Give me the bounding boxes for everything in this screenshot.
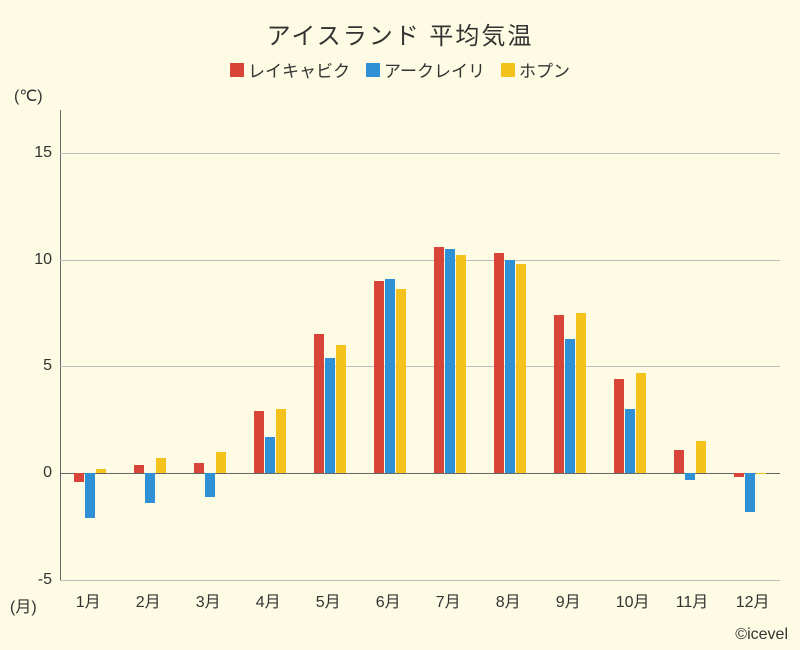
bar — [445, 249, 455, 473]
bar — [145, 473, 155, 503]
bar — [325, 358, 335, 473]
bar — [734, 473, 744, 477]
bar — [194, 463, 204, 474]
y-axis-unit: (℃) — [14, 86, 43, 106]
bar — [685, 473, 695, 479]
bar — [756, 473, 766, 474]
legend-swatch — [366, 63, 380, 77]
bar — [456, 255, 466, 473]
x-tick-label: 12月 — [736, 588, 770, 612]
bar — [505, 260, 515, 474]
bar — [614, 379, 624, 473]
y-tick-label: 10 — [34, 251, 52, 269]
bar — [314, 334, 324, 473]
legend: レイキャビク アークレイリ ホプン — [0, 57, 800, 82]
y-tick-label: 15 — [34, 144, 52, 162]
x-axis-unit: (月) — [10, 593, 37, 617]
bar — [254, 411, 264, 473]
x-tick-label: 9月 — [556, 588, 581, 612]
bar — [494, 253, 504, 473]
chart-title: アイスランド 平均気温 — [0, 0, 800, 51]
bar — [156, 458, 166, 473]
grid-line — [60, 580, 780, 581]
bar — [216, 452, 226, 473]
y-tick-label: -5 — [38, 571, 52, 589]
x-tick-label: 1月 — [76, 588, 101, 612]
x-tick-label: 8月 — [496, 588, 521, 612]
bar — [576, 313, 586, 473]
legend-item: アークレイリ — [366, 57, 485, 82]
bar — [434, 247, 444, 473]
bar — [396, 289, 406, 473]
bar — [516, 264, 526, 473]
legend-item: レイキャビク — [230, 57, 350, 82]
bar — [134, 465, 144, 474]
legend-label: ホプン — [519, 57, 570, 82]
legend-label: アークレイリ — [384, 57, 485, 82]
bar — [336, 345, 346, 473]
credit: ©icevel — [735, 626, 788, 644]
bar — [745, 473, 755, 511]
x-tick-label: 10月 — [616, 588, 650, 612]
bar — [625, 409, 635, 473]
grid-line — [60, 366, 780, 367]
grid-line — [60, 260, 780, 261]
x-tick-label: 6月 — [376, 588, 401, 612]
y-axis — [60, 110, 61, 580]
bar — [74, 473, 84, 482]
bar — [374, 281, 384, 473]
bar — [674, 450, 684, 474]
legend-label: レイキャビク — [248, 57, 350, 82]
y-tick-label: 5 — [43, 357, 52, 375]
bar — [696, 441, 706, 473]
bar — [265, 437, 275, 473]
bar — [636, 373, 646, 473]
bar — [85, 473, 95, 518]
bar — [565, 339, 575, 474]
legend-swatch — [501, 63, 515, 77]
legend-item: ホプン — [501, 57, 570, 82]
bar — [554, 315, 564, 473]
x-tick-label: 7月 — [436, 588, 461, 612]
bar — [96, 469, 106, 473]
x-tick-label: 4月 — [256, 588, 281, 612]
x-tick-label: 3月 — [196, 588, 221, 612]
bar — [385, 279, 395, 473]
bar — [276, 409, 286, 473]
x-tick-label: 2月 — [136, 588, 161, 612]
grid-line — [60, 153, 780, 154]
x-tick-label: 5月 — [316, 588, 341, 612]
y-tick-label: 0 — [43, 464, 52, 482]
legend-swatch — [230, 63, 244, 77]
zero-line — [60, 473, 780, 474]
plot-area: -50510151月2月3月4月5月6月7月8月9月10月11月12月 — [60, 110, 780, 580]
bar — [205, 473, 215, 497]
x-tick-label: 11月 — [676, 588, 709, 612]
